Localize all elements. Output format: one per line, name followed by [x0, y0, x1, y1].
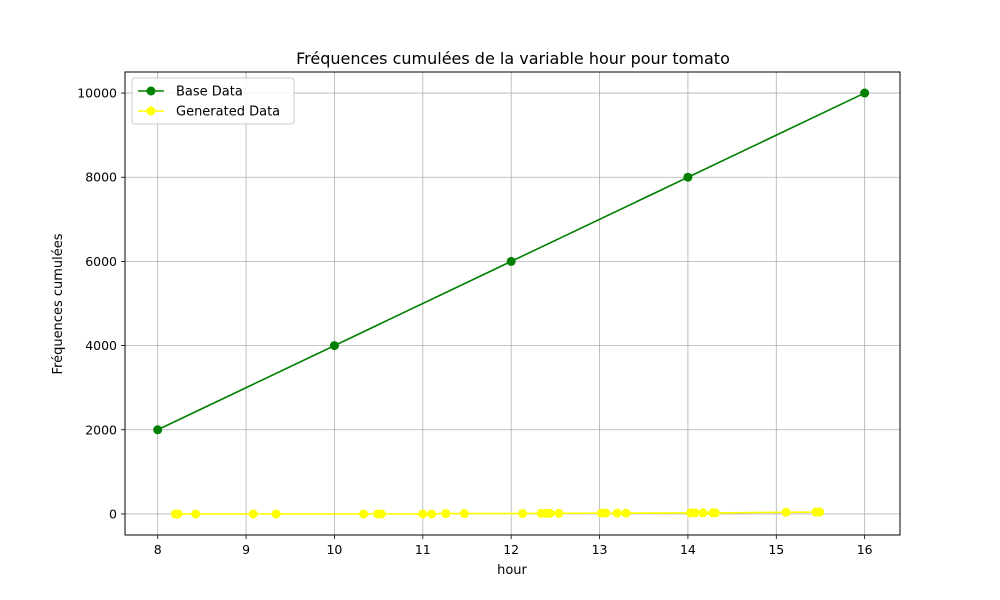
- x-tick-label: 12: [503, 542, 519, 557]
- data-point: [518, 509, 528, 519]
- data-point: [248, 509, 258, 519]
- data-point: [153, 425, 163, 435]
- x-tick-label: 9: [242, 542, 250, 557]
- legend-marker-base: [146, 86, 156, 96]
- legend: Base Data Generated Data: [131, 77, 295, 125]
- y-tick-label: 8000: [85, 170, 117, 185]
- ticks: 8 9 10 11 12 13 14 15 16 0 2000 4000 6000 8000 10000: [77, 86, 872, 557]
- x-tick-label: 16: [857, 542, 873, 557]
- y-tick-label: 10000: [77, 86, 117, 101]
- data-point: [418, 509, 428, 519]
- data-point: [427, 509, 437, 519]
- data-point: [173, 509, 183, 519]
- data-point: [683, 172, 693, 182]
- legend-box: [131, 77, 295, 125]
- x-tick-label: 15: [768, 542, 784, 557]
- data-point: [506, 256, 516, 266]
- legend-marker-generated: [146, 106, 156, 116]
- data-point: [601, 508, 611, 518]
- series-base-data: [153, 88, 870, 435]
- legend-label-base: Base Data: [176, 85, 243, 100]
- x-tick-label: 10: [326, 542, 342, 557]
- data-point: [441, 509, 451, 519]
- data-point: [860, 88, 870, 98]
- data-point: [815, 507, 825, 517]
- y-tick-label: 0: [109, 506, 117, 521]
- data-point: [690, 508, 700, 518]
- series-layer: [153, 88, 870, 519]
- x-tick-label: 14: [680, 542, 696, 557]
- legend-label-generated: Generated Data: [176, 105, 280, 120]
- data-point: [710, 508, 720, 518]
- data-point: [459, 509, 469, 519]
- data-point: [554, 508, 564, 518]
- x-tick-label: 13: [592, 542, 608, 557]
- x-axis-title: hour: [497, 563, 527, 578]
- plot-frame: [124, 71, 901, 536]
- data-point: [698, 508, 708, 518]
- x-tick-label: 11: [415, 542, 431, 557]
- data-point: [359, 509, 369, 519]
- data-point: [781, 507, 791, 517]
- data-point: [612, 508, 622, 518]
- data-point: [621, 508, 631, 518]
- y-tick-label: 4000: [85, 338, 117, 353]
- y-axis-title: Fréquences cumulées: [51, 233, 66, 374]
- y-tick-label: 2000: [85, 422, 117, 437]
- data-point: [376, 509, 386, 519]
- series-generated-data: [170, 507, 825, 519]
- data-point: [545, 508, 555, 518]
- data-point: [271, 509, 281, 519]
- y-tick-label: 6000: [85, 254, 117, 269]
- data-point: [329, 341, 339, 351]
- chart-title: Fréquences cumulées de la variable hour …: [296, 49, 730, 68]
- x-tick-label: 8: [154, 542, 162, 557]
- data-point: [191, 509, 201, 519]
